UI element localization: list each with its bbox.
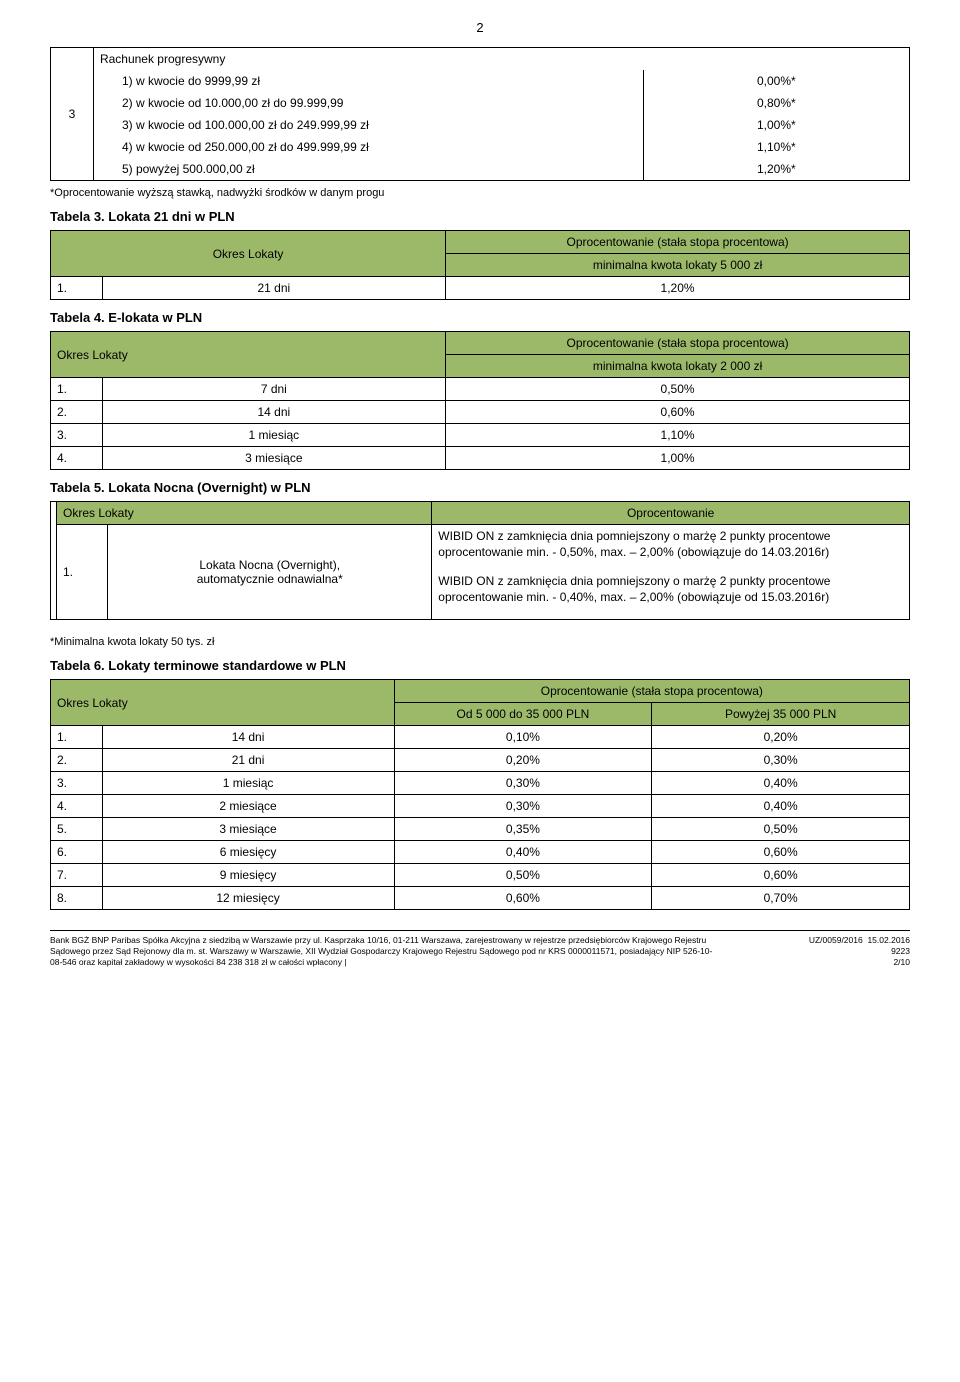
row-idx: 1.: [51, 277, 103, 300]
table6: Okres Lokaty Oprocentowanie (stała stopa…: [50, 679, 910, 910]
row-rate: 1,00%: [446, 447, 910, 470]
row-period: 3 miesiące: [102, 818, 394, 841]
row-period: 7 dni: [102, 378, 446, 401]
row-idx: 7.: [51, 864, 103, 887]
row-rate: 1,20%: [446, 277, 910, 300]
table3-title: Tabela 3. Lokata 21 dni w PLN: [50, 209, 910, 224]
row-period: 2 miesiące: [102, 795, 394, 818]
row-period: 3 miesiące: [102, 447, 446, 470]
row-r1: 0,30%: [394, 772, 652, 795]
row-idx: 8.: [51, 887, 103, 910]
row-r1: 0,50%: [394, 864, 652, 887]
row-r2: 0,50%: [652, 818, 910, 841]
footer-page: 2/10: [893, 957, 910, 967]
row-label: 2) w kwocie od 10.000,00 zł do 99.999,99: [93, 92, 643, 114]
row-period: 6 miesięcy: [102, 841, 394, 864]
row-period: 1 miesiąc: [102, 772, 394, 795]
row-r1: 0,20%: [394, 749, 652, 772]
row-period: 12 miesięcy: [102, 887, 394, 910]
row-period: 21 dni: [102, 277, 446, 300]
side-index: 3: [51, 48, 94, 181]
table4: Okres Lokaty Oprocentowanie (stała stopa…: [50, 331, 910, 470]
row-value: 0,80%*: [643, 92, 909, 114]
row-period: 21 dni: [102, 749, 394, 772]
table3: Okres Lokaty Oprocentowanie (stała stopa…: [50, 230, 910, 300]
footer-code: 9223: [891, 946, 910, 956]
desc-line-1: WIBID ON z zamknięcia dnia pomniejszony …: [438, 529, 903, 560]
desc-line-2: WIBID ON z zamknięcia dnia pomniejszony …: [438, 574, 903, 605]
row-value: 1,00%*: [643, 114, 909, 136]
table6-header-left: Okres Lokaty: [51, 680, 395, 726]
row-idx: 4.: [51, 447, 103, 470]
row-period: 14 dni: [102, 726, 394, 749]
row-r2: 0,60%: [652, 864, 910, 887]
row-r1: 0,60%: [394, 887, 652, 910]
inner-title: Rachunek progresywny: [93, 48, 909, 71]
row-r1: 0,35%: [394, 818, 652, 841]
row-period: 9 miesięcy: [102, 864, 394, 887]
table4-header-top: Oprocentowanie (stała stopa procentowa): [446, 332, 910, 355]
row-value: 1,10%*: [643, 136, 909, 158]
row-r1: 0,30%: [394, 795, 652, 818]
row-idx: 4.: [51, 795, 103, 818]
table5-header-right: Oprocentowanie: [432, 502, 910, 525]
row-r1: 0,10%: [394, 726, 652, 749]
row-value: 0,00%*: [643, 70, 909, 92]
footer-right: UZ/0059/2016 15.02.2016 9223 2/10: [738, 935, 910, 967]
table6-title: Tabela 6. Lokaty terminowe standardowe w…: [50, 658, 910, 673]
row-label: 4) w kwocie od 250.000,00 zł do 499.999,…: [93, 136, 643, 158]
footer-ref: UZ/0059/2016: [809, 935, 863, 945]
table6-header-top: Oprocentowanie (stała stopa procentowa): [394, 680, 909, 703]
page-number-top: 2: [50, 20, 910, 35]
row-rate: 1,10%: [446, 424, 910, 447]
row-idx: 1.: [51, 378, 103, 401]
row-idx: 1.: [57, 525, 108, 620]
row-rate: 0,60%: [446, 401, 910, 424]
table1-footnote: *Oprocentowanie wyższą stawką, nadwyżki …: [50, 187, 910, 199]
table5-title: Tabela 5. Lokata Nocna (Overnight) w PLN: [50, 480, 910, 495]
row-period: 1 miesiąc: [102, 424, 446, 447]
table6-header-sub1: Od 5 000 do 35 000 PLN: [394, 703, 652, 726]
row-value: 1,20%*: [643, 158, 909, 181]
footer-date: 15.02.2016: [867, 935, 910, 945]
table4-header-sub: minimalna kwota lokaty 2 000 zł: [446, 355, 910, 378]
table5-header-left: Okres Lokaty: [57, 502, 432, 525]
row-idx: 3.: [51, 424, 103, 447]
row-idx: 3.: [51, 772, 103, 795]
row-r2: 0,40%: [652, 795, 910, 818]
row-rate: 0,50%: [446, 378, 910, 401]
row-idx: 5.: [51, 818, 103, 841]
row-period: 14 dni: [102, 401, 446, 424]
row-idx: 1.: [51, 726, 103, 749]
table4-title: Tabela 4. E-lokata w PLN: [50, 310, 910, 325]
row-label: 3) w kwocie od 100.000,00 zł do 249.999,…: [93, 114, 643, 136]
table4-header-left: Okres Lokaty: [51, 332, 446, 378]
row-idx: 6.: [51, 841, 103, 864]
row-desc: WIBID ON z zamknięcia dnia pomniejszony …: [432, 525, 910, 620]
row-r2: 0,20%: [652, 726, 910, 749]
table6-header-sub2: Powyżej 35 000 PLN: [652, 703, 910, 726]
table-rachunek-progresywny: 3 Rachunek progresywny 1) w kwocie do 99…: [50, 47, 910, 181]
table5: Okres Lokaty Oprocentowanie 1. Lokata No…: [56, 501, 910, 620]
row-idx: 2.: [51, 749, 103, 772]
table5-footnote: *Minimalna kwota lokaty 50 tys. zł: [50, 636, 910, 648]
table3-header-top: Oprocentowanie (stała stopa procentowa): [446, 231, 910, 254]
row-r2: 0,70%: [652, 887, 910, 910]
row-r2: 0,30%: [652, 749, 910, 772]
row-label: 5) powyżej 500.000,00 zł: [93, 158, 643, 181]
row-r1: 0,40%: [394, 841, 652, 864]
row-name: Lokata Nocna (Overnight), automatycznie …: [108, 525, 432, 620]
row-r2: 0,40%: [652, 772, 910, 795]
page-footer: Bank BGŻ BNP Paribas Spółka Akcyjna z si…: [50, 930, 910, 967]
row-r2: 0,60%: [652, 841, 910, 864]
footer-left-text: Bank BGŻ BNP Paribas Spółka Akcyjna z si…: [50, 935, 721, 967]
row-label: 1) w kwocie do 9999,99 zł: [93, 70, 643, 92]
table3-header-left: Okres Lokaty: [51, 231, 446, 277]
row-idx: 2.: [51, 401, 103, 424]
table3-header-sub: minimalna kwota lokaty 5 000 zł: [446, 254, 910, 277]
